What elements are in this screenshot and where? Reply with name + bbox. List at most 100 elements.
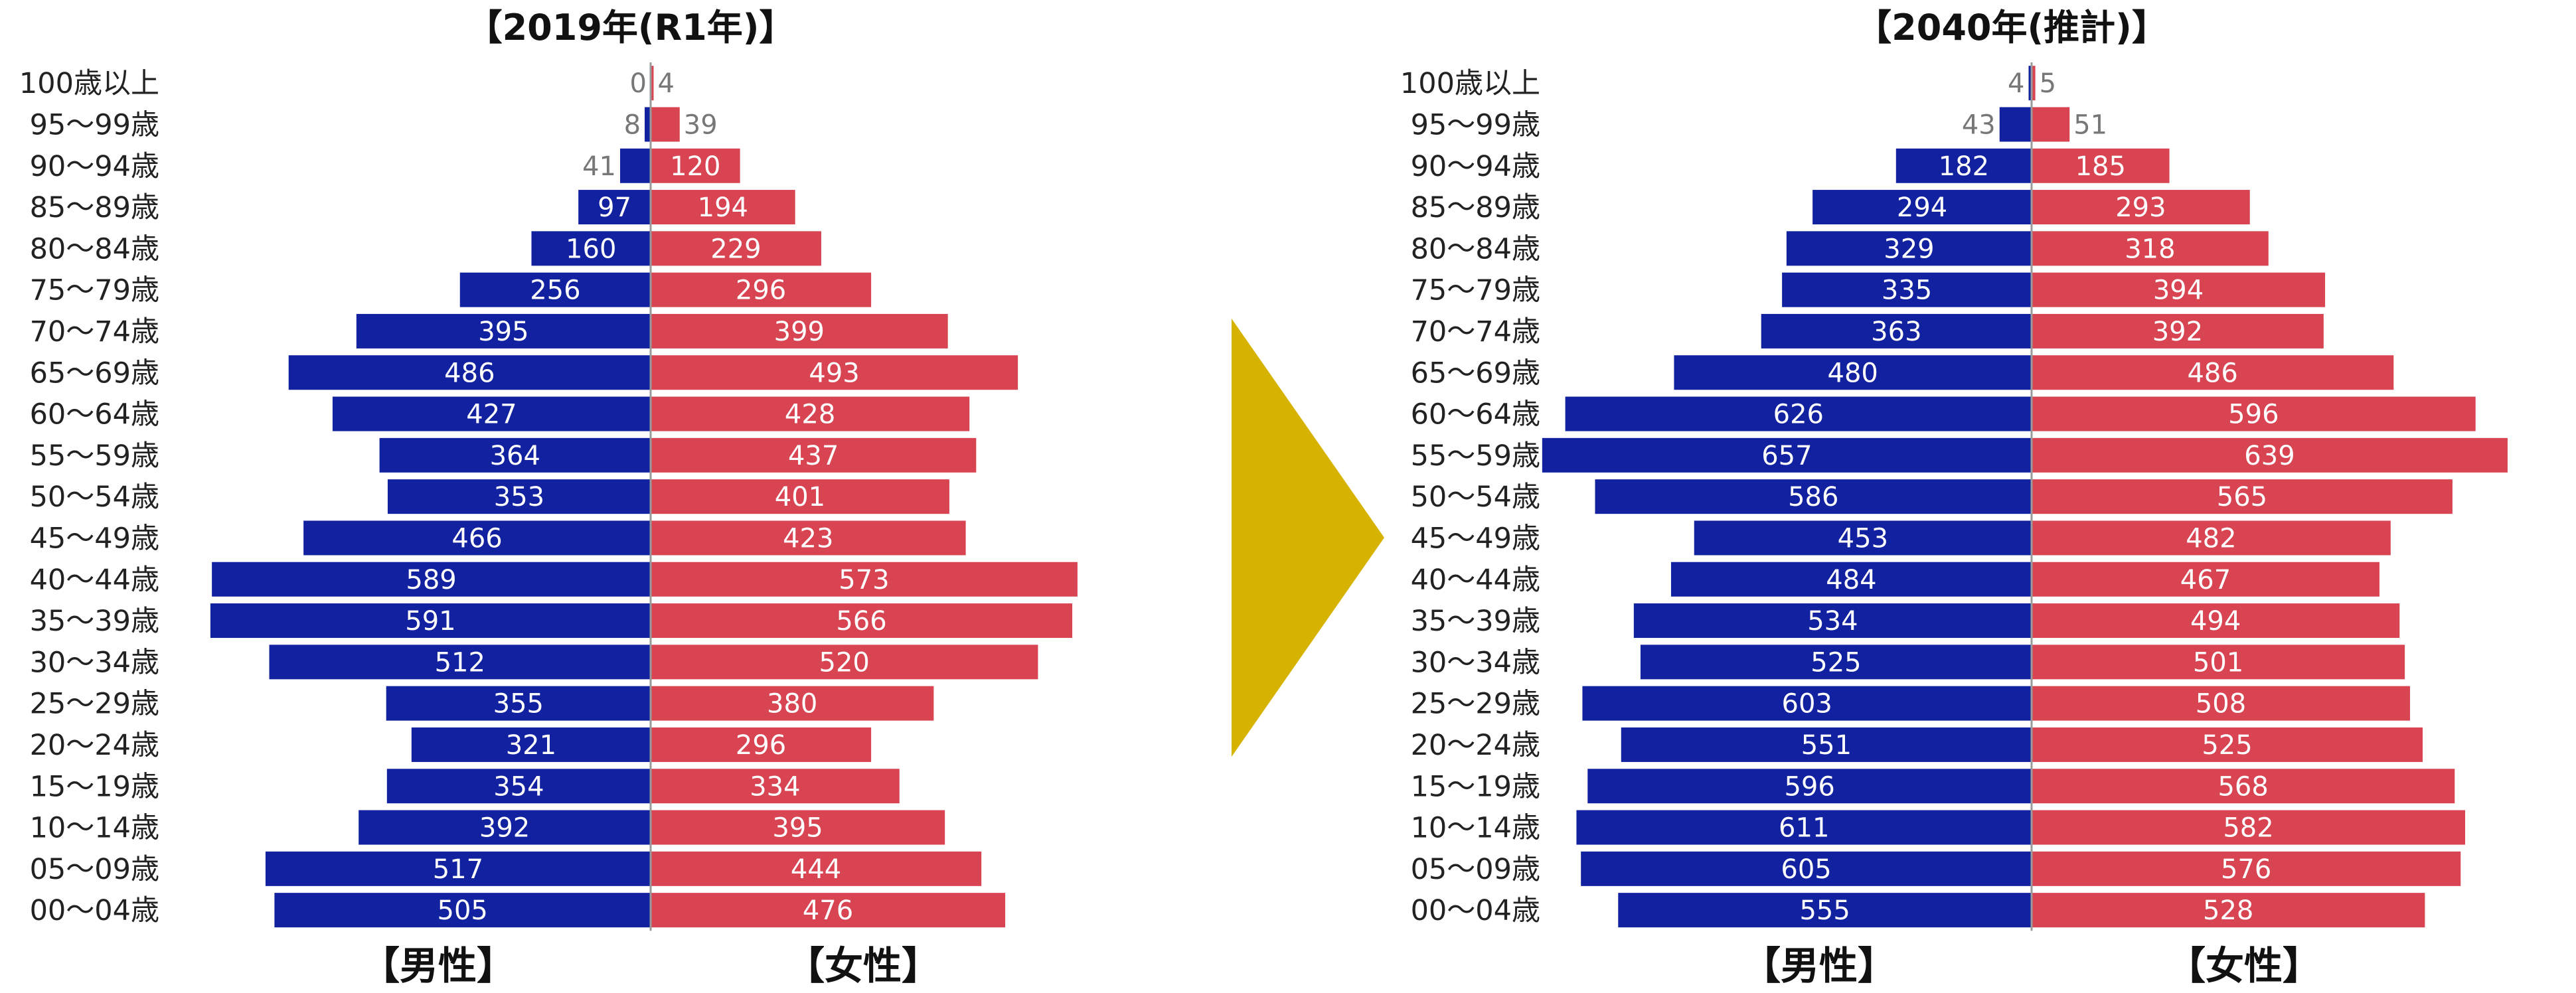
male-bar bbox=[210, 603, 651, 639]
age-label: 25～29歳 bbox=[30, 688, 159, 721]
female-value-label: 566 bbox=[836, 606, 886, 637]
female-bar bbox=[651, 603, 1073, 639]
female-bar bbox=[651, 231, 821, 266]
male-value-label: 551 bbox=[1801, 730, 1852, 761]
female-bar bbox=[2032, 562, 2379, 597]
age-label: 05～09歳 bbox=[1411, 853, 1540, 886]
female-bar bbox=[2032, 313, 2324, 348]
pyramid-plot-2019: 100歳以上 0 4 95～99歳 8 39 90～94歳 41 120 85～89歳 97 194 8… bbox=[19, 62, 1078, 931]
age-label: 85～89歳 bbox=[30, 191, 159, 224]
male-value-label: 480 bbox=[1828, 358, 1878, 388]
female-bar bbox=[2032, 396, 2476, 431]
female-bar bbox=[2032, 190, 2250, 225]
female-value-label: 401 bbox=[775, 482, 825, 512]
age-label: 40～44歳 bbox=[30, 564, 159, 597]
chart-title-2019: 【2019年(R1年)】 bbox=[466, 7, 795, 48]
female-value-label: 568 bbox=[2217, 771, 2268, 802]
male-bar bbox=[459, 272, 651, 307]
male-bar bbox=[1670, 562, 2032, 597]
male-value-label: 256 bbox=[530, 275, 580, 306]
male-bar bbox=[1582, 686, 2032, 721]
transition-arrow-icon bbox=[1232, 319, 1384, 757]
female-bar bbox=[2032, 520, 2391, 556]
male-value-label: 486 bbox=[444, 358, 495, 388]
female-bar bbox=[651, 686, 934, 721]
male-bar bbox=[1895, 148, 2032, 183]
age-label: 50～54歳 bbox=[30, 481, 159, 514]
age-label: 30～34歳 bbox=[1411, 646, 1540, 679]
male-value-label: 97 bbox=[598, 192, 631, 223]
male-bar bbox=[2028, 66, 2032, 101]
female-bar bbox=[651, 851, 982, 886]
male-value-label: 589 bbox=[406, 565, 456, 595]
male-value-label: 321 bbox=[506, 730, 556, 761]
female-bar bbox=[2032, 769, 2455, 804]
male-bar bbox=[288, 355, 651, 390]
male-value-label: 363 bbox=[1871, 317, 1921, 347]
female-bar bbox=[651, 437, 977, 473]
female-value-label: 185 bbox=[2075, 151, 2126, 182]
male-bar bbox=[274, 893, 651, 928]
female-bar bbox=[2032, 66, 2036, 101]
female-bar bbox=[651, 190, 795, 225]
male-bar bbox=[1621, 727, 2032, 762]
female-value-label: 5 bbox=[2040, 68, 2056, 99]
male-bar bbox=[356, 313, 651, 348]
male-bar bbox=[411, 727, 651, 762]
male-value-label: 657 bbox=[1761, 441, 1812, 471]
female-value-label: 437 bbox=[788, 441, 839, 471]
age-label: 45～49歳 bbox=[30, 522, 159, 555]
age-label: 55～59歳 bbox=[30, 439, 159, 473]
transition-arrow-shape bbox=[1232, 319, 1384, 757]
male-bar bbox=[619, 148, 651, 183]
female-bar bbox=[651, 355, 1018, 390]
female-value-label: 596 bbox=[2228, 400, 2279, 430]
female-value-label: 573 bbox=[839, 565, 889, 595]
age-label: 95～99歳 bbox=[1411, 108, 1540, 141]
age-label: 20～24歳 bbox=[30, 729, 159, 762]
male-bar bbox=[212, 562, 651, 597]
age-label: 25～29歳 bbox=[1411, 688, 1540, 721]
age-label: 30～34歳 bbox=[30, 646, 159, 679]
male-value-label: 626 bbox=[1773, 400, 1824, 430]
male-bar bbox=[1761, 313, 2032, 348]
male-value-label: 534 bbox=[1807, 606, 1858, 637]
legend-female-2040: 【女性】 bbox=[2166, 943, 2321, 988]
female-value-label: 423 bbox=[783, 523, 833, 554]
male-bar bbox=[265, 851, 651, 886]
age-label: 20～24歳 bbox=[1411, 729, 1540, 762]
male-bar bbox=[1786, 231, 2032, 266]
male-value-label: 43 bbox=[1962, 110, 1996, 140]
male-value-label: 335 bbox=[1882, 275, 1932, 306]
age-label: 50～54歳 bbox=[1411, 481, 1540, 514]
age-label: 80～84歳 bbox=[30, 232, 159, 266]
female-value-label: 394 bbox=[2153, 275, 2204, 306]
male-bar bbox=[386, 769, 651, 804]
female-bar bbox=[651, 727, 872, 762]
male-value-label: 182 bbox=[1939, 151, 1989, 182]
male-value-label: 160 bbox=[566, 234, 616, 264]
male-value-label: 512 bbox=[435, 647, 485, 678]
male-value-label: 611 bbox=[1779, 813, 1829, 844]
male-bar bbox=[1565, 396, 2032, 431]
male-bar bbox=[1618, 893, 2032, 928]
male-bar bbox=[1633, 603, 2032, 639]
male-value-label: 484 bbox=[1826, 565, 1876, 595]
age-label: 35～39歳 bbox=[1411, 605, 1540, 638]
male-bar bbox=[1576, 810, 2032, 845]
male-bar bbox=[387, 479, 651, 514]
female-value-label: 194 bbox=[698, 192, 748, 223]
age-label: 85～89歳 bbox=[1411, 191, 1540, 224]
male-bar bbox=[1782, 272, 2032, 307]
female-bar bbox=[2032, 686, 2410, 721]
female-bar bbox=[651, 66, 654, 101]
age-label: 60～64歳 bbox=[1411, 398, 1540, 431]
male-value-label: 8 bbox=[624, 110, 641, 140]
female-value-label: 380 bbox=[767, 689, 817, 720]
female-value-label: 51 bbox=[2073, 110, 2107, 140]
female-bar bbox=[651, 148, 740, 183]
female-bar bbox=[651, 769, 900, 804]
male-bar bbox=[645, 107, 651, 142]
legend-male-2019: 【男性】 bbox=[361, 943, 515, 988]
